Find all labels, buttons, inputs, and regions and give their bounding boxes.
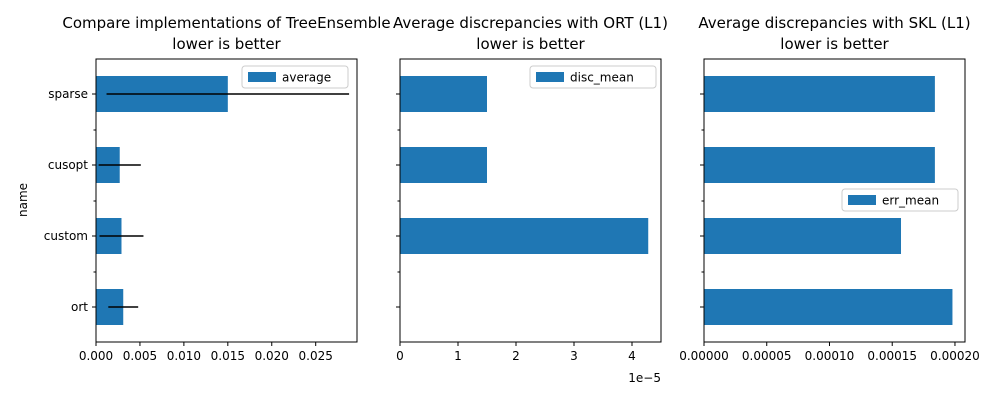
y-tick-label: custom (44, 229, 88, 243)
x-tick-label: 2 (512, 349, 520, 363)
x-tick-label: 0.000 (79, 349, 113, 363)
legend-swatch (536, 72, 564, 82)
legend-box (529, 65, 657, 89)
bar-sparse (704, 76, 935, 112)
y-tick-label: ort (71, 300, 88, 314)
chart-subtitle: lower is better (172, 35, 281, 53)
x-tick-label: 0.00005 (742, 349, 792, 363)
x-tick-label: 0.005 (123, 349, 157, 363)
legend-swatch (848, 195, 876, 205)
legend-label: err_mean (882, 194, 939, 208)
bar-sparse (400, 76, 487, 112)
legend-swatch (248, 72, 276, 82)
bar-ort (704, 289, 953, 325)
x-tick-label: 0.020 (255, 349, 289, 363)
legend-label: average (282, 71, 331, 85)
x-tick-label: 4 (628, 349, 636, 363)
x-tick-label: 0.015 (211, 349, 245, 363)
x-tick-label: 0.00015 (867, 349, 917, 363)
chart-subtitle: lower is better (780, 35, 889, 53)
bar-cusopt (704, 147, 935, 183)
x-tick-label: 0 (396, 349, 404, 363)
x-tick-label: 0.00000 (679, 349, 729, 363)
x-tick-label: 1 (454, 349, 462, 363)
legend-box (841, 188, 959, 212)
x-tick-label: 0.00020 (930, 349, 980, 363)
legend-box (241, 65, 349, 89)
chart-title: Compare implementations of TreeEnsemble (62, 14, 390, 32)
x-tick-label: 0.025 (299, 349, 333, 363)
x-offset-label: 1e−5 (628, 371, 661, 385)
y-tick-label: cusopt (48, 158, 88, 172)
chart-subtitle: lower is better (476, 35, 585, 53)
x-tick-label: 0.00010 (805, 349, 855, 363)
x-tick-label: 0.010 (167, 349, 201, 363)
bar-custom (704, 218, 902, 254)
y-tick-label: sparse (48, 87, 88, 101)
chart-title: Average discrepancies with SKL (L1) (698, 14, 970, 32)
bar-cusopt (400, 147, 487, 183)
x-tick-label: 3 (570, 349, 578, 363)
y-axis-label: name (16, 183, 30, 217)
legend-label: disc_mean (570, 71, 634, 85)
chart-title: Average discrepancies with ORT (L1) (393, 14, 668, 32)
bar-custom (400, 218, 649, 254)
